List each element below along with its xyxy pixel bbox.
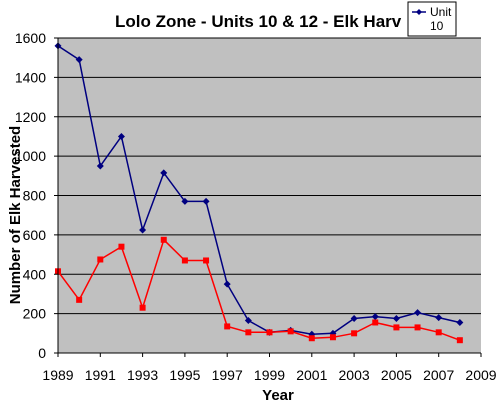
x-tick-label: 2009 (465, 367, 496, 383)
x-tick-label: 1997 (212, 367, 243, 383)
data-point (181, 257, 188, 264)
tick-labels: 0 200 400 600 800 1000 1200 1400 1600 1989 1991 199… (15, 30, 497, 383)
x-tick-label: 1989 (42, 367, 73, 383)
data-point (456, 318, 464, 326)
y-tick-label: 800 (23, 188, 47, 204)
series-1-line (57, 45, 460, 336)
y-tick-label: 1200 (15, 109, 46, 125)
x-tick-label: 2007 (423, 367, 454, 383)
y-axis-label: Number of Elk Harvested (7, 126, 24, 304)
data-point (435, 314, 443, 322)
data-point (203, 257, 210, 264)
grid-lines (58, 37, 481, 315)
data-point (117, 132, 125, 140)
legend-label-unit-10: Unit 10 (430, 5, 452, 33)
legend-marker-unit-10 (416, 9, 422, 15)
data-point (414, 309, 422, 317)
data-point (350, 315, 358, 323)
series-2-line (57, 238, 461, 341)
y-tick-label: 600 (23, 227, 47, 243)
y-tick-label: 0 (38, 345, 46, 361)
x-tick-label: 2001 (296, 367, 327, 383)
x-tick-label: 1999 (254, 367, 285, 383)
x-tick-label: 1991 (85, 367, 116, 383)
data-point (371, 313, 379, 321)
data-point (266, 329, 273, 336)
data-point (392, 315, 400, 323)
data-point (181, 197, 189, 205)
x-tick-label: 1993 (127, 367, 158, 383)
x-tick-label: 2005 (381, 367, 412, 383)
y-tick-label: 200 (23, 306, 47, 322)
x-axis-label: Year (262, 387, 294, 404)
data-point (435, 329, 442, 336)
data-point (245, 329, 252, 336)
data-point (223, 280, 231, 288)
legend: Unit 10 (407, 1, 457, 37)
data-point (160, 236, 167, 243)
data-point (287, 328, 294, 335)
data-point (414, 324, 421, 331)
legend-box (407, 1, 457, 37)
data-point (244, 317, 252, 325)
data-point (202, 197, 210, 205)
y-tick-label: 400 (23, 266, 47, 282)
data-point (329, 334, 336, 341)
data-point (97, 256, 104, 263)
data-point (118, 243, 125, 250)
data-point (75, 56, 83, 64)
y-tick-label: 1600 (15, 30, 46, 46)
data-point (96, 162, 104, 170)
x-tick-label: 2003 (339, 367, 370, 383)
y-tick-label: 1000 (15, 148, 46, 164)
data-point (139, 304, 146, 311)
series-layer (54, 42, 464, 344)
data-point (76, 296, 83, 303)
x-tick-label: 1995 (169, 367, 200, 383)
data-point (139, 226, 147, 234)
y-tick-label: 1400 (15, 69, 46, 85)
data-point (372, 319, 379, 326)
data-point (160, 169, 168, 177)
chart-title: Lolo Zone - Units 10 & 12 - Elk Harv (115, 12, 402, 31)
data-point (456, 337, 463, 344)
data-point (393, 324, 400, 331)
data-point (224, 323, 231, 330)
data-point (308, 335, 315, 342)
data-point (351, 330, 358, 337)
